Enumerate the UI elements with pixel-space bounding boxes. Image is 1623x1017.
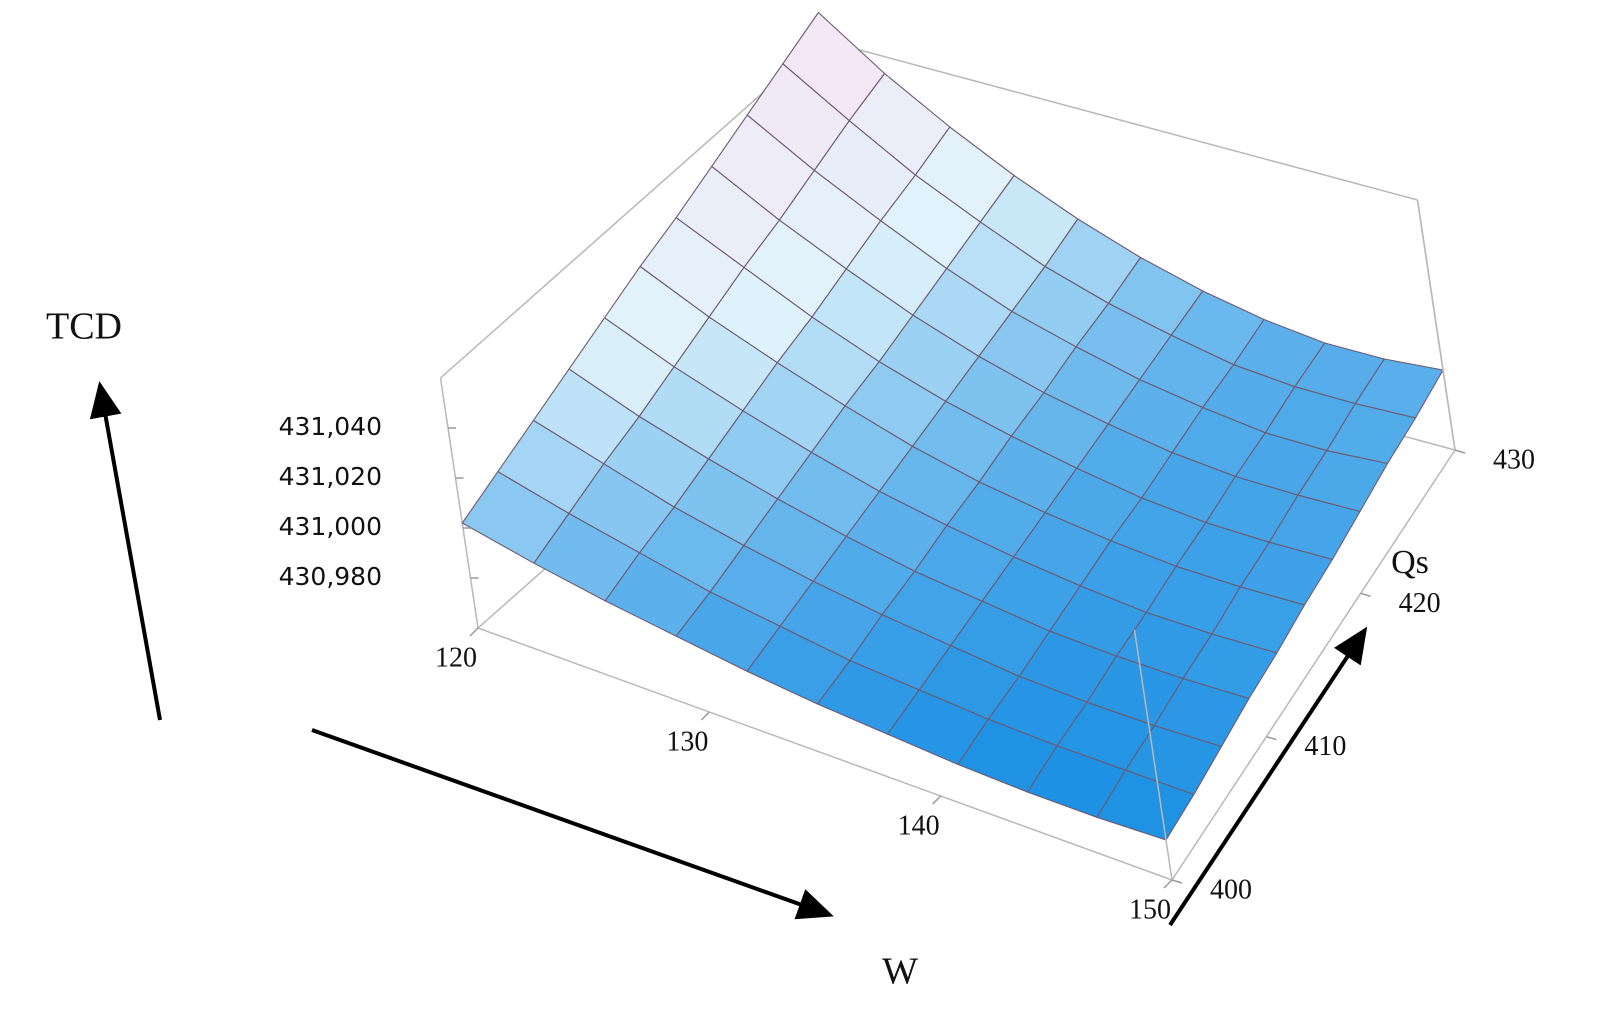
- z-arrow: [89, 381, 162, 721]
- x-axis-title: W: [882, 951, 918, 993]
- x-tick: [1163, 879, 1173, 889]
- y-tick-label: 400: [1210, 874, 1252, 905]
- surface-cell: [1096, 769, 1195, 841]
- z-axis-title: TCD: [46, 306, 122, 348]
- box-edge: [440, 39, 823, 379]
- x-tick: [469, 627, 479, 637]
- x-tick-label: 120: [435, 642, 477, 673]
- x-tick-label: 140: [898, 810, 940, 841]
- x-arrow: [311, 728, 834, 920]
- x-tick-label: 150: [1129, 894, 1171, 925]
- y-axis-title: Qs: [1391, 544, 1429, 581]
- y-tick-label: 410: [1304, 731, 1346, 762]
- z-tick-label: 431,020: [279, 462, 382, 491]
- x-tick: [700, 711, 710, 721]
- y-tick: [1171, 879, 1183, 884]
- box-edge: [1133, 629, 1173, 881]
- x-tick-label: 130: [666, 726, 708, 757]
- box-edge: [1416, 199, 1456, 451]
- z-tick-label: 431,000: [279, 512, 382, 541]
- z-tick-label: 430,980: [279, 562, 382, 591]
- box-edge: [439, 377, 479, 629]
- box-edge: [477, 627, 1173, 881]
- y-tick-label: 430: [1493, 444, 1535, 475]
- y-arrow: [1168, 626, 1368, 927]
- z-tick-label: 431,040: [279, 412, 382, 441]
- ticks: 120 130 140 150 400 410 420 430 430,980 431,000 43…: [279, 412, 1535, 925]
- box-edge: [822, 39, 1418, 201]
- surface: [461, 11, 1444, 841]
- y-tick: [1266, 735, 1277, 741]
- y-tick: [1360, 592, 1371, 598]
- y-tick-label: 420: [1399, 588, 1441, 619]
- box-edge: [1171, 449, 1456, 881]
- x-tick: [932, 795, 942, 805]
- y-tick: [1454, 449, 1466, 454]
- box-front: [477, 199, 1456, 881]
